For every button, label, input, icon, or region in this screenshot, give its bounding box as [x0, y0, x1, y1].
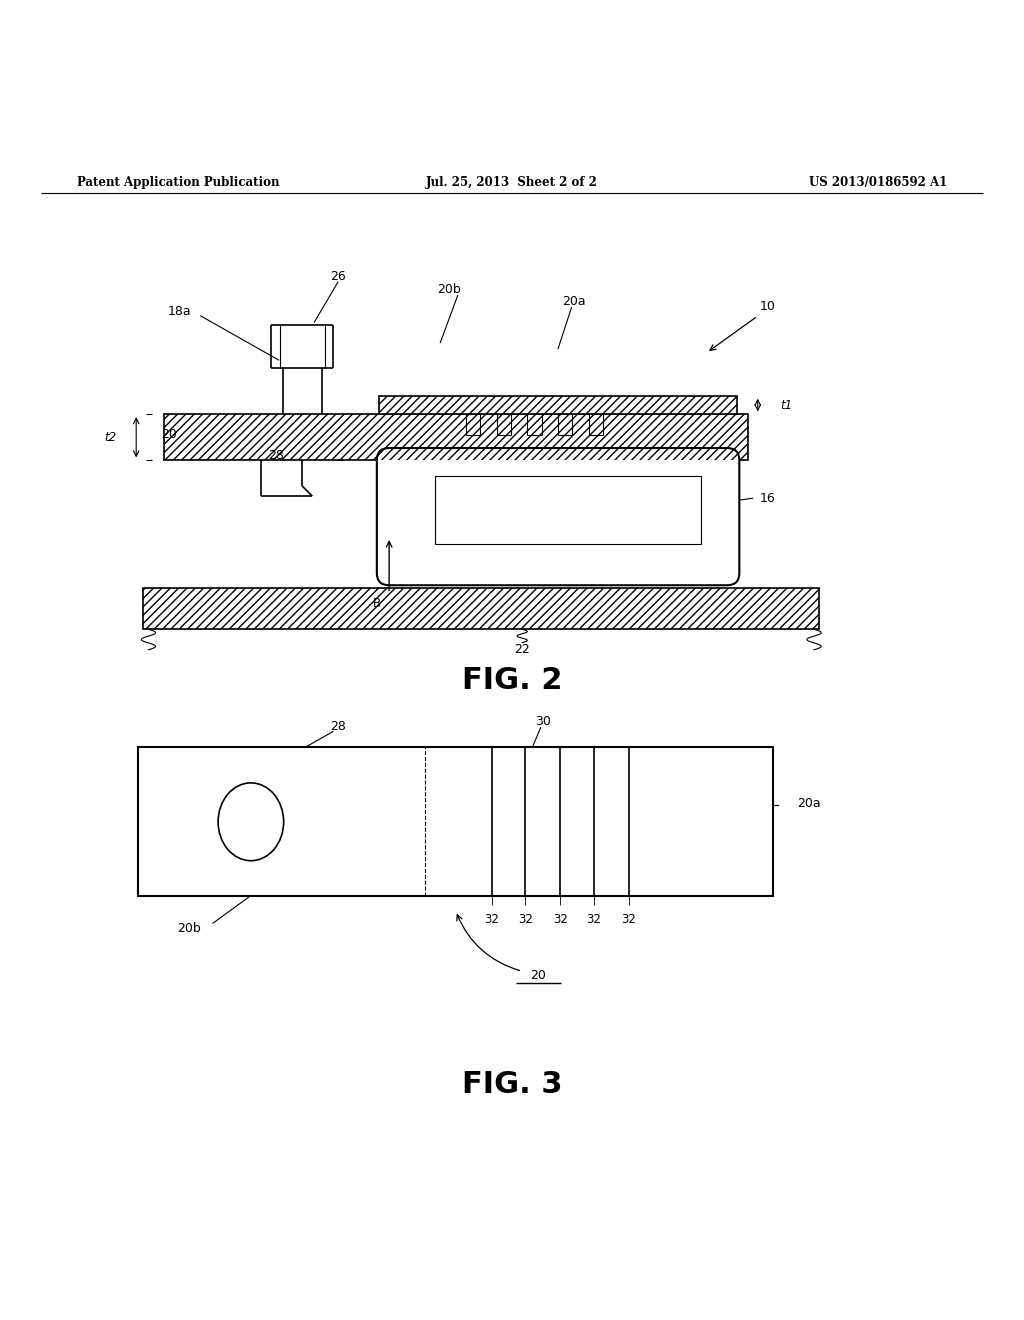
Text: B: B	[373, 597, 381, 610]
Text: 16: 16	[760, 492, 775, 504]
Text: 10: 10	[760, 300, 776, 313]
Text: 20b: 20b	[177, 921, 202, 935]
Bar	[379, 396, 737, 414]
Text: FIG. 3: FIG. 3	[462, 1071, 562, 1100]
Text: 30: 30	[553, 490, 569, 503]
Text: t2: t2	[104, 430, 117, 444]
Text: 28: 28	[268, 449, 285, 462]
Text: 20: 20	[161, 428, 177, 441]
Bar	[164, 414, 748, 461]
Text: 18a: 18a	[167, 305, 191, 318]
Text: 32: 32	[484, 913, 499, 925]
Bar	[164, 414, 748, 461]
Text: 22: 22	[514, 643, 530, 656]
Text: Patent Application Publication: Patent Application Publication	[77, 177, 280, 189]
Text: 32: 32	[553, 913, 567, 925]
Text: 32: 32	[518, 913, 532, 925]
Bar	[379, 396, 737, 414]
Bar	[435, 475, 701, 544]
FancyBboxPatch shape	[377, 447, 739, 585]
Text: 20: 20	[529, 969, 546, 982]
Text: 32: 32	[473, 490, 489, 503]
Text: FIG. 2: FIG. 2	[462, 667, 562, 694]
Bar	[143, 589, 819, 630]
Bar	[143, 589, 819, 630]
Text: US 2013/0186592 A1: US 2013/0186592 A1	[809, 177, 947, 189]
Text: 28: 28	[330, 721, 346, 733]
Ellipse shape	[218, 783, 284, 861]
Text: t1: t1	[780, 399, 793, 412]
Text: 32: 32	[587, 913, 601, 925]
Text: 20a: 20a	[561, 296, 586, 308]
Text: Jul. 25, 2013  Sheet 2 of 2: Jul. 25, 2013 Sheet 2 of 2	[426, 177, 598, 189]
Bar	[138, 747, 773, 895]
Text: 30: 30	[535, 715, 551, 727]
Text: 32: 32	[622, 913, 636, 925]
Text: 20b: 20b	[436, 282, 461, 296]
Text: 20a: 20a	[797, 797, 820, 810]
Text: 26: 26	[330, 269, 346, 282]
